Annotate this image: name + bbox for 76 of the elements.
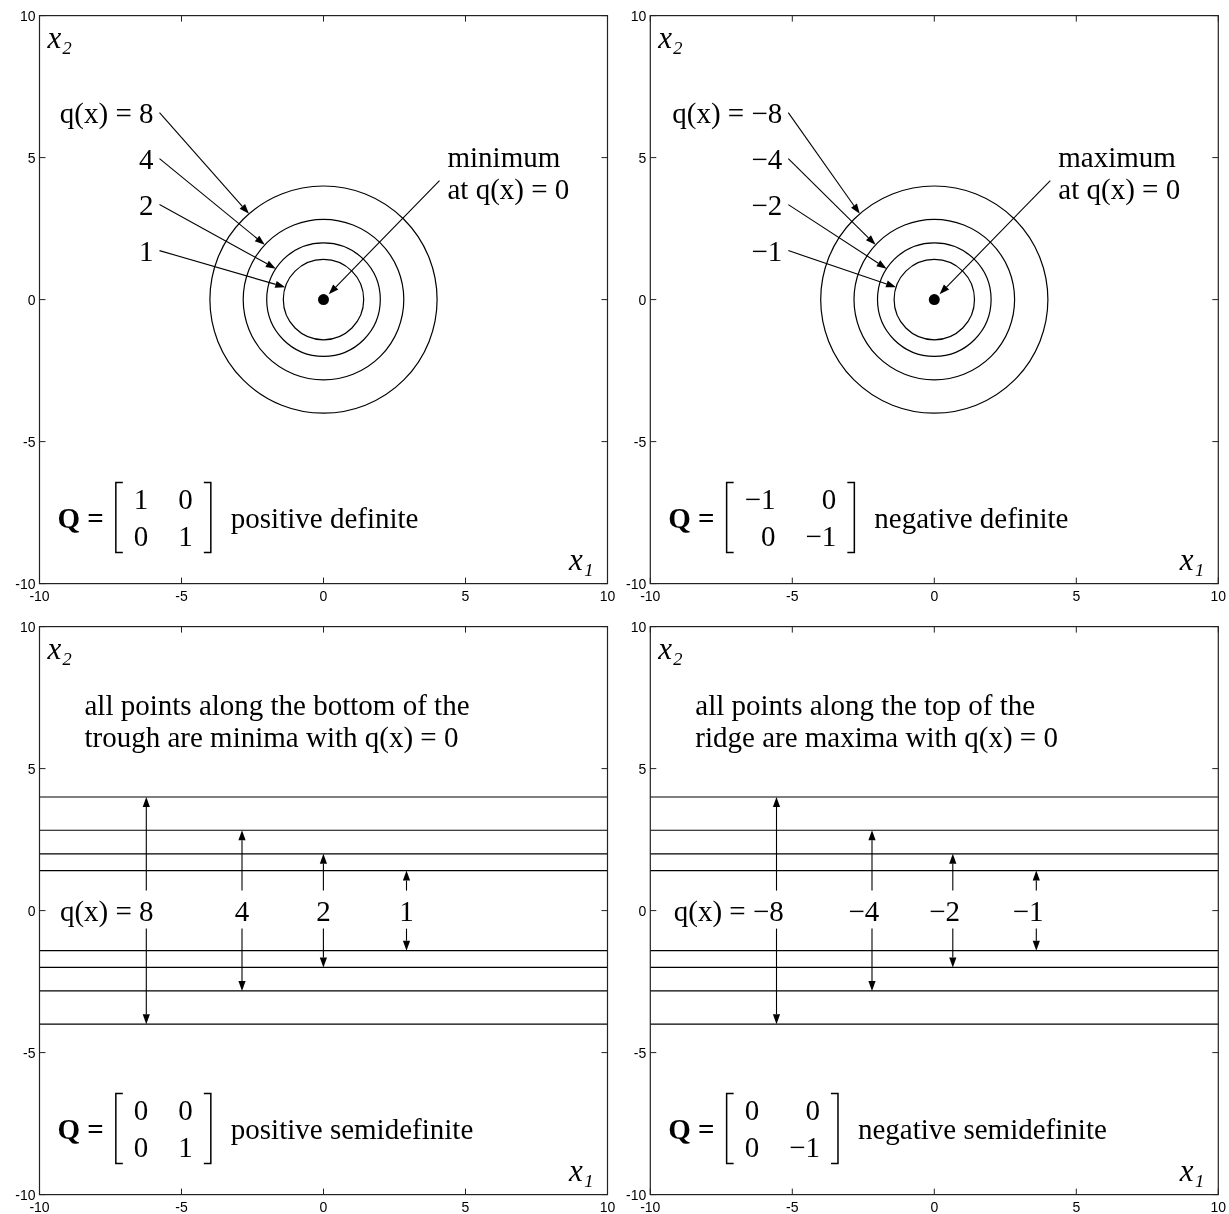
x-tick-label: -5 xyxy=(175,587,188,604)
annotation: 4 xyxy=(234,894,250,927)
annotation: all points along the top of the ridge are maxima with q(x) = 0 xyxy=(695,688,1058,754)
annotation: 4 xyxy=(139,142,154,175)
annotation: q(x) = 8 xyxy=(59,96,154,130)
annotation: positive semidefinite xyxy=(230,1112,474,1145)
y-axis-title: x₂ xyxy=(657,630,684,666)
x-tick-label: -5 xyxy=(786,587,799,604)
annotation: negative semidefinite xyxy=(857,1112,1107,1145)
annotation: q(x) = 8 xyxy=(59,894,154,928)
y-tick-label: 10 xyxy=(630,618,647,635)
x-axis-title: x₁ xyxy=(1178,541,1205,577)
annotation: 1 xyxy=(139,234,154,267)
x-tick-label: 5 xyxy=(1072,587,1081,604)
annotation: −2 xyxy=(751,188,783,221)
y-tick-label: -5 xyxy=(633,433,647,450)
annotation: −4 xyxy=(751,142,783,175)
y-tick-label: -10 xyxy=(626,575,647,592)
x-tick-label: 5 xyxy=(461,1198,470,1214)
y-tick-label: 0 xyxy=(27,291,36,308)
x-tick-label: 5 xyxy=(461,587,470,604)
y-tick-label: 5 xyxy=(638,760,647,777)
y-tick-label: 10 xyxy=(630,7,647,24)
annotation: 0 0 0 1 xyxy=(133,1094,193,1164)
annotation: −1 xyxy=(1012,894,1044,927)
y-tick-label: -10 xyxy=(15,1186,36,1203)
annotation: q(x) = −8 xyxy=(672,96,783,130)
annotation: 2 xyxy=(139,188,154,221)
y-tick-label: 10 xyxy=(19,618,36,635)
text: 0 0 0 −1 xyxy=(744,1094,820,1164)
annotation: −2 xyxy=(929,894,961,927)
y-tick-label: -5 xyxy=(23,1044,36,1061)
y-tick-label: -10 xyxy=(15,575,36,592)
x-tick-label: 10 xyxy=(1210,1198,1227,1214)
y-tick-label: 0 xyxy=(638,291,647,308)
x-tick-label: -5 xyxy=(786,1198,799,1214)
x-tick-label: 0 xyxy=(930,1198,939,1214)
annotation: Q = xyxy=(668,501,715,534)
x-axis-title: x₁ xyxy=(567,541,594,577)
y-tick-label: 0 xyxy=(27,902,36,919)
annotation: all points along the bottom of the trough are minima with q(x) = 0 xyxy=(84,688,470,754)
annotation: 1 0 0 1 xyxy=(133,483,193,553)
x-axis-title: x₁ xyxy=(1178,1152,1205,1188)
y-tick-label: -5 xyxy=(23,433,36,450)
annotation: 1 xyxy=(399,894,414,927)
annotation: maximum at q(x) = 0 xyxy=(1058,140,1181,206)
annotation: Q = xyxy=(57,501,104,534)
x-tick-label: 0 xyxy=(319,587,328,604)
annotation: negative definite xyxy=(874,501,1069,534)
annotation: −4 xyxy=(848,894,880,927)
annotation: minimum at q(x) = 0 xyxy=(447,140,570,206)
y-tick-label: -5 xyxy=(633,1044,647,1061)
x-tick-label: 0 xyxy=(319,1198,328,1214)
text: −1 0 0 −1 xyxy=(744,483,837,553)
y-tick-label: 10 xyxy=(19,7,36,24)
y-axis-title: x₂ xyxy=(46,630,73,666)
annotation: Q = xyxy=(668,1112,715,1145)
y-tick-label: 5 xyxy=(638,149,647,166)
annotation: positive definite xyxy=(230,501,419,534)
x-tick-label: 10 xyxy=(1210,587,1227,604)
y-axis-title: x₂ xyxy=(657,19,684,55)
x-tick-label: -5 xyxy=(175,1198,188,1214)
y-axis-title: x₂ xyxy=(46,19,73,55)
y-tick-label: 5 xyxy=(27,149,36,166)
x-tick-label: 5 xyxy=(1072,1198,1081,1214)
y-tick-label: -10 xyxy=(626,1186,647,1203)
annotation: Q = xyxy=(57,1112,104,1145)
y-tick-label: 0 xyxy=(638,902,647,919)
x-axis-title: x₁ xyxy=(567,1152,594,1188)
x-tick-label: 10 xyxy=(599,1198,616,1214)
y-tick-label: 5 xyxy=(27,760,36,777)
annotation: −1 xyxy=(751,234,783,267)
x-tick-label: 0 xyxy=(930,587,939,604)
annotation: 2 xyxy=(316,894,331,927)
x-tick-label: 10 xyxy=(599,587,616,604)
annotation: q(x) = −8 xyxy=(673,894,784,928)
